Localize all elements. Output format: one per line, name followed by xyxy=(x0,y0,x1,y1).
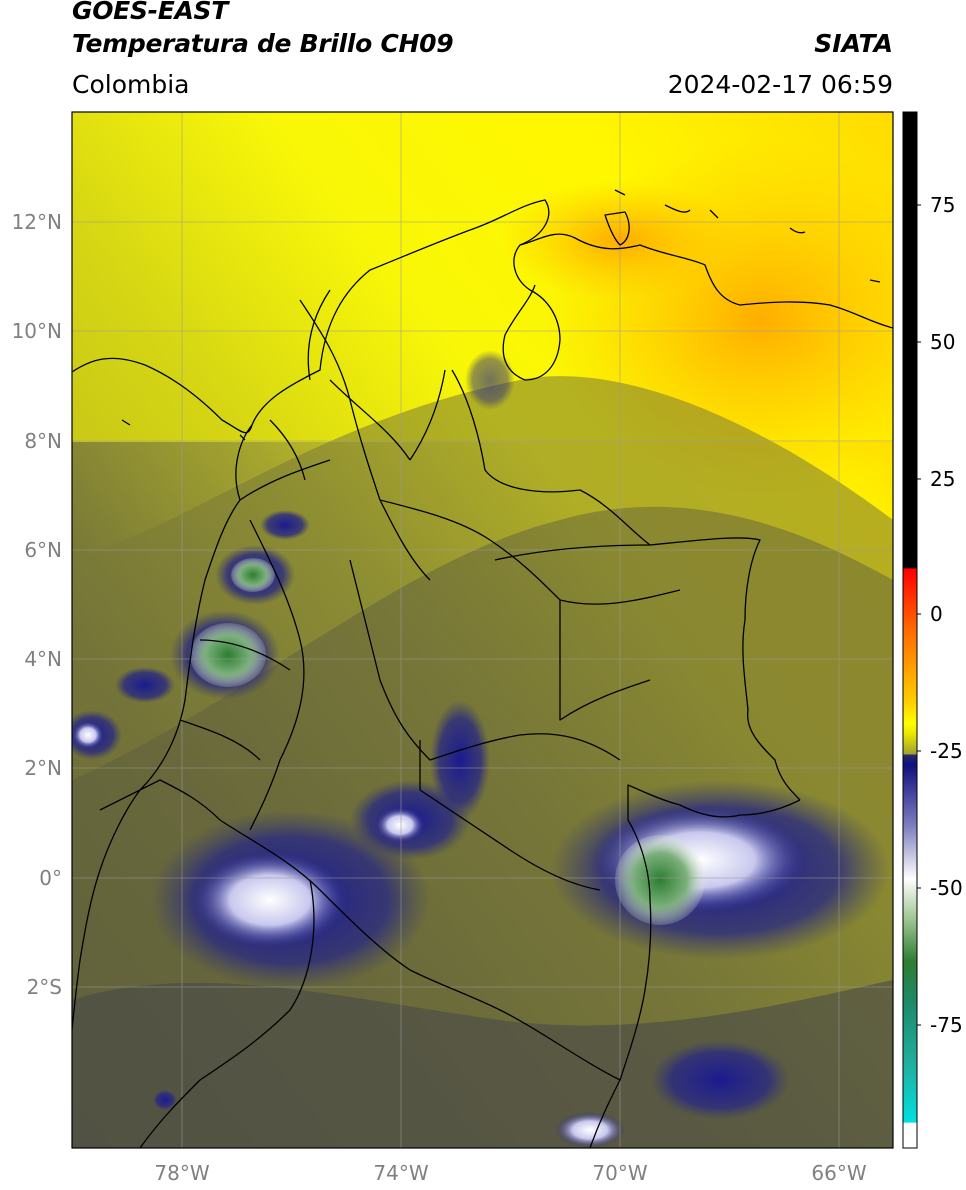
colorbar-tick: -75 xyxy=(930,1013,963,1037)
colombia-peru-ecuador-border xyxy=(99,779,621,1081)
lat-label: 2°N xyxy=(24,756,62,780)
small-islands xyxy=(121,211,630,441)
caribbean-coast xyxy=(72,199,561,434)
colombia-brazil-border xyxy=(589,784,801,1148)
colorbar-tick: 0 xyxy=(930,602,943,626)
venezuela-coast xyxy=(519,233,893,329)
map-frame xyxy=(71,111,894,1149)
internal-border-4 xyxy=(349,559,621,761)
agency-label: SIATA xyxy=(814,29,893,58)
colorbar-tick: 25 xyxy=(930,467,955,491)
internal-border-7 xyxy=(239,419,331,501)
colorbar-tick: 50 xyxy=(930,330,955,354)
ecuador-peru-border xyxy=(139,879,315,1148)
lon-label: 70°W xyxy=(592,1161,647,1185)
colorbar-tick: 75 xyxy=(930,193,955,217)
lat-label: 4°N xyxy=(24,647,62,671)
colombia-venezuela-border xyxy=(451,369,801,801)
lat-label: 6°N xyxy=(24,538,62,562)
longitude-labels: 78°W 74°W 70°W 66°W xyxy=(154,1161,866,1185)
lon-label: 66°W xyxy=(811,1161,866,1185)
internal-border-2 xyxy=(379,499,651,721)
satellite-title: GOES-EAST xyxy=(72,0,229,25)
internal-border-6 xyxy=(307,289,446,461)
product-title: Temperatura de Brillo CH09 xyxy=(72,29,454,58)
internal-border-1 xyxy=(299,299,431,581)
internal-border-9 xyxy=(179,639,291,761)
colorbar: 75 50 25 0 -25 -50 -75 xyxy=(902,111,963,1149)
lat-label: 12°N xyxy=(12,210,62,234)
coastlines-borders xyxy=(72,189,893,1148)
internal-border-8 xyxy=(494,544,681,605)
internal-border-5 xyxy=(419,740,601,891)
colorbar-tick: -25 xyxy=(930,739,963,763)
datetime-label: 2024-02-17 06:59 xyxy=(667,70,893,99)
lat-label: 2°S xyxy=(27,975,62,999)
region-label: Colombia xyxy=(72,70,190,99)
pacific-coast xyxy=(72,424,253,1031)
lat-label: 8°N xyxy=(24,429,62,453)
lat-label: 0° xyxy=(39,866,62,890)
colorbar-tick: -50 xyxy=(930,876,963,900)
aruba-curacao xyxy=(614,189,881,283)
lon-label: 74°W xyxy=(373,1161,428,1185)
lat-label: 10°N xyxy=(12,319,62,343)
internal-border-3 xyxy=(249,519,305,831)
gridlines xyxy=(72,112,893,1148)
lon-label: 78°W xyxy=(154,1161,209,1185)
colorbar-bar xyxy=(902,111,918,1149)
latitude-labels: 12°N 10°N 8°N 6°N 4°N 2°N 0° 2°S xyxy=(12,210,62,999)
